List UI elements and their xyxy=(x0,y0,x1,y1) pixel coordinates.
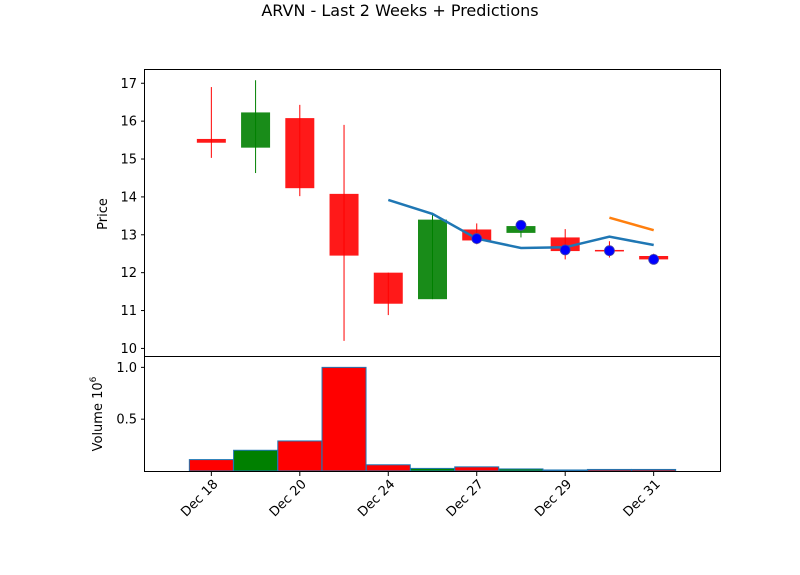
x-tick-label: Dec 31 xyxy=(621,477,664,520)
price-y-tick-label: 15 xyxy=(120,153,137,168)
price-y-tick-label: 17 xyxy=(120,77,137,92)
volume-y-tick-label: 1.0 xyxy=(116,361,137,376)
candle-body xyxy=(285,118,315,189)
volume-y-axis-label: Volume 106 xyxy=(89,376,106,451)
volume-bar xyxy=(188,459,234,472)
x-tick-label: Dec 18 xyxy=(178,477,221,520)
price-y-tick-label: 12 xyxy=(120,266,137,281)
volume-y-tick-label: 0.5 xyxy=(116,413,137,428)
volume-panel: 0.5 1.0 Volume 106 xyxy=(89,356,721,472)
x-axis: Dec 18 Dec 20 Dec 24 Dec 27 Dec 29 Dec 31 xyxy=(178,472,664,520)
price-y-tick-label: 10 xyxy=(120,342,137,357)
volume-bars xyxy=(188,366,677,472)
candle-body xyxy=(241,112,271,148)
candle-body xyxy=(418,219,447,300)
volume-bar xyxy=(498,468,544,472)
prediction-lines xyxy=(387,198,655,250)
volume-bar xyxy=(586,468,632,472)
volume-bar xyxy=(321,366,367,472)
x-tick-label: Dec 24 xyxy=(355,477,398,520)
x-tick-label: Dec 20 xyxy=(267,477,310,520)
volume-multiplier-exponent: 6 xyxy=(89,376,99,382)
price-candles xyxy=(196,80,669,341)
volume-plot-frame xyxy=(144,356,721,472)
volume-y-ticks: 0.5 1.0 xyxy=(116,361,145,428)
volume-bar xyxy=(277,440,323,472)
price-y-tick-label: 13 xyxy=(120,228,137,243)
prediction-line xyxy=(387,198,654,250)
volume-bar xyxy=(365,464,411,472)
candle-body xyxy=(196,138,226,143)
volume-bar xyxy=(233,449,279,472)
chart-title: ARVN - Last 2 Weeks + Predictions xyxy=(261,1,538,20)
prediction-markers xyxy=(471,219,660,265)
prediction-line xyxy=(609,216,655,232)
candle-body xyxy=(373,272,403,304)
prediction-marker xyxy=(559,244,571,256)
price-y-tick-label: 16 xyxy=(120,115,137,130)
volume-bar xyxy=(454,466,500,472)
prediction-marker xyxy=(471,233,483,244)
volume-multiplier-base: 10 xyxy=(91,382,106,399)
price-y-ticks: 10 11 12 13 14 15 16 17 xyxy=(120,77,145,357)
prediction-marker xyxy=(648,254,660,265)
x-tick-label: Dec 29 xyxy=(532,477,575,520)
volume-bar xyxy=(410,467,455,472)
x-tick-label: Dec 27 xyxy=(444,477,487,520)
price-panel: 10 11 12 13 14 15 16 17 Price xyxy=(96,69,721,357)
volume-axis-title: Volume xyxy=(91,403,106,451)
volume-bar xyxy=(631,468,677,472)
price-y-tick-label: 11 xyxy=(120,304,137,319)
volume-bar xyxy=(542,469,588,472)
price-y-tick-label: 14 xyxy=(120,190,137,205)
candle-body xyxy=(329,193,359,256)
prediction-marker xyxy=(515,219,527,231)
price-y-axis-label: Price xyxy=(96,198,111,230)
prediction-marker xyxy=(604,245,615,257)
